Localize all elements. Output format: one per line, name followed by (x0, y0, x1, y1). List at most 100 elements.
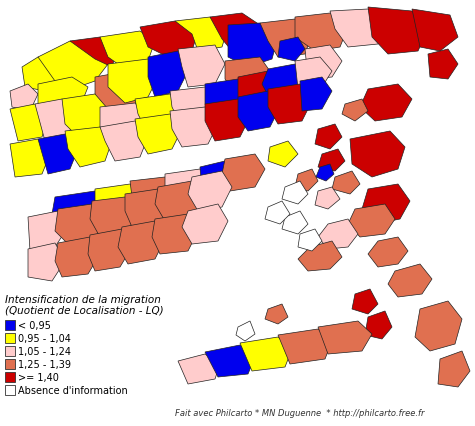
Polygon shape (315, 187, 340, 210)
Polygon shape (350, 132, 405, 178)
Polygon shape (38, 42, 108, 90)
Bar (5, 359, 15, 369)
Polygon shape (100, 104, 148, 142)
Polygon shape (55, 204, 105, 245)
Polygon shape (278, 38, 305, 62)
Polygon shape (298, 242, 342, 271)
Polygon shape (315, 125, 342, 150)
Polygon shape (368, 8, 428, 55)
Polygon shape (360, 85, 412, 122)
Polygon shape (225, 58, 272, 95)
Polygon shape (362, 184, 410, 225)
Polygon shape (205, 345, 255, 377)
Polygon shape (70, 38, 118, 68)
Polygon shape (178, 354, 220, 384)
Polygon shape (95, 184, 142, 222)
Text: Absence d'information: Absence d'information (18, 385, 128, 395)
Polygon shape (118, 222, 165, 265)
Polygon shape (238, 72, 280, 112)
Polygon shape (10, 105, 48, 142)
Polygon shape (282, 211, 308, 234)
Polygon shape (262, 65, 308, 104)
Polygon shape (438, 351, 470, 387)
Bar (5, 346, 15, 356)
Polygon shape (352, 289, 378, 314)
Polygon shape (412, 10, 458, 52)
Polygon shape (282, 181, 308, 204)
Text: 1,25 - 1,39: 1,25 - 1,39 (18, 359, 71, 369)
Polygon shape (95, 72, 142, 112)
Text: Intensification de la migration: Intensification de la migration (5, 294, 161, 304)
Bar (5, 333, 15, 343)
Polygon shape (135, 115, 182, 155)
Text: < 0,95: < 0,95 (18, 320, 51, 330)
Polygon shape (38, 78, 88, 115)
Polygon shape (152, 215, 198, 254)
Polygon shape (140, 22, 198, 58)
Polygon shape (35, 100, 75, 142)
Polygon shape (28, 243, 65, 281)
Bar (5, 385, 15, 395)
Polygon shape (295, 170, 318, 192)
Polygon shape (368, 237, 408, 268)
Text: 0,95 - 1,04: 0,95 - 1,04 (18, 333, 71, 343)
Polygon shape (10, 85, 38, 112)
Polygon shape (62, 95, 108, 138)
Polygon shape (265, 304, 288, 324)
Polygon shape (428, 50, 458, 80)
Polygon shape (155, 181, 205, 222)
Polygon shape (205, 100, 250, 142)
Polygon shape (268, 85, 312, 125)
Polygon shape (236, 321, 255, 341)
Polygon shape (65, 128, 112, 167)
Polygon shape (305, 46, 342, 80)
Polygon shape (268, 142, 298, 167)
Polygon shape (178, 46, 225, 88)
Polygon shape (388, 265, 432, 297)
Polygon shape (222, 155, 265, 192)
Polygon shape (342, 100, 368, 122)
Polygon shape (265, 201, 290, 225)
Polygon shape (55, 237, 100, 277)
Bar (5, 372, 15, 382)
Polygon shape (330, 10, 385, 48)
Polygon shape (130, 178, 178, 218)
Polygon shape (148, 52, 188, 98)
Polygon shape (170, 88, 218, 128)
Polygon shape (278, 329, 332, 364)
Polygon shape (90, 198, 138, 237)
Polygon shape (260, 20, 312, 58)
Text: (Quotient de Localisation - LQ): (Quotient de Localisation - LQ) (5, 305, 163, 315)
Polygon shape (175, 18, 228, 52)
Polygon shape (365, 311, 392, 339)
Polygon shape (295, 14, 348, 52)
Polygon shape (295, 58, 332, 90)
Text: Fait avec Philcarto * MN Duguenne  * http://philcarto.free.fr: Fait avec Philcarto * MN Duguenne * http… (175, 409, 425, 417)
Polygon shape (170, 108, 218, 148)
Bar (5, 320, 15, 330)
Polygon shape (210, 14, 260, 52)
Text: >= 1,40: >= 1,40 (18, 372, 59, 382)
Polygon shape (318, 321, 372, 354)
Polygon shape (28, 211, 68, 251)
Polygon shape (165, 170, 212, 207)
Polygon shape (135, 95, 182, 135)
Polygon shape (332, 172, 360, 195)
Polygon shape (188, 172, 232, 211)
Polygon shape (238, 92, 280, 132)
Polygon shape (108, 60, 158, 104)
Polygon shape (22, 58, 58, 92)
Polygon shape (10, 140, 50, 178)
Polygon shape (318, 150, 345, 172)
Polygon shape (100, 122, 148, 161)
Polygon shape (348, 204, 395, 237)
Polygon shape (200, 161, 235, 195)
Polygon shape (300, 78, 332, 112)
Polygon shape (205, 80, 248, 122)
Polygon shape (318, 219, 358, 249)
Polygon shape (415, 301, 462, 351)
Polygon shape (316, 164, 334, 181)
Polygon shape (240, 337, 292, 371)
Polygon shape (52, 192, 108, 227)
Polygon shape (38, 135, 78, 175)
